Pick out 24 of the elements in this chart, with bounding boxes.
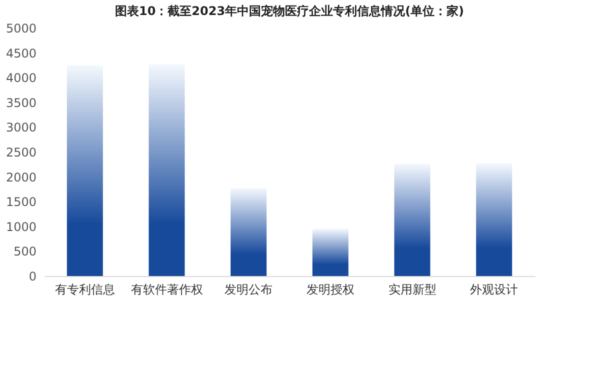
x-tick-label: 有专利信息 <box>54 282 115 296</box>
y-tick-label: 2500 <box>6 146 36 160</box>
bar <box>476 163 512 276</box>
bar <box>66 65 103 276</box>
bar <box>312 228 348 276</box>
chart-title: 图表10：截至2023年中国宠物医疗企业专利信息情况(单位：家) <box>114 4 464 18</box>
x-tick-label: 有软件著作权 <box>130 282 203 296</box>
y-tick-label: 4500 <box>6 46 36 60</box>
y-tick-label: 3500 <box>6 96 36 110</box>
y-tick-label: 5000 <box>6 22 36 36</box>
y-tick-label: 3000 <box>6 120 36 135</box>
x-tick-label: 发明授权 <box>306 282 354 296</box>
bar <box>148 64 185 276</box>
y-tick-label: 500 <box>14 244 36 259</box>
y-tick-label: 1500 <box>6 195 36 210</box>
x-tick-label: 外观设计 <box>470 282 518 296</box>
x-tick-label: 实用新型 <box>388 282 436 296</box>
y-tick-label: 4000 <box>6 71 36 86</box>
x-tick-label: 发明公布 <box>224 282 273 296</box>
bar <box>230 188 267 276</box>
y-tick-label: 0 <box>28 270 36 284</box>
y-tick-label: 1000 <box>6 220 36 234</box>
bar <box>394 164 430 276</box>
y-tick-label: 2000 <box>6 170 36 184</box>
